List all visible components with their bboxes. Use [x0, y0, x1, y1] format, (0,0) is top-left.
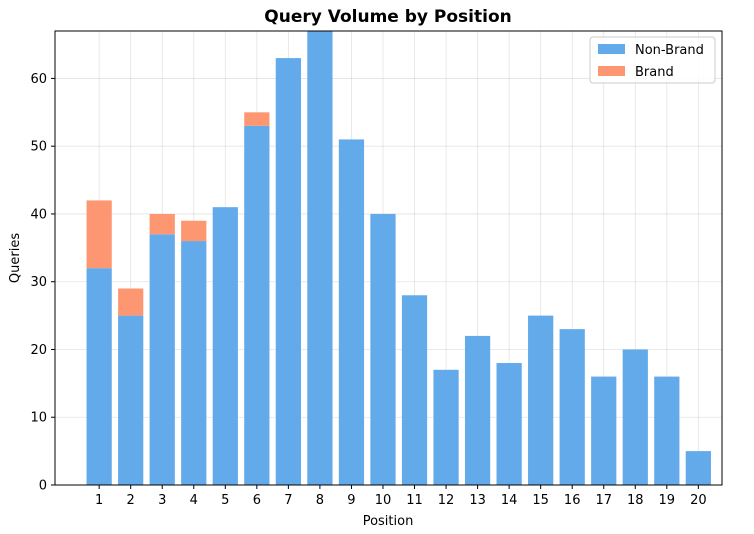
bar-non-brand-pos-6 — [244, 125, 270, 486]
x-tick-label: 9 — [347, 493, 355, 508]
x-tick-label: 6 — [253, 493, 261, 508]
bar-non-brand-pos-19 — [654, 376, 680, 485]
x-tick-label: 20 — [690, 493, 707, 508]
bar-non-brand-pos-3 — [149, 234, 175, 485]
bar-non-brand-pos-17 — [591, 376, 617, 485]
y-tick-label: 60 — [30, 72, 47, 87]
y-tick-label: 30 — [30, 275, 47, 290]
x-tick-label: 18 — [627, 493, 644, 508]
bar-brand-pos-1 — [86, 200, 112, 269]
bar-non-brand-pos-13 — [464, 335, 491, 485]
x-tick-label: 10 — [375, 493, 392, 508]
x-tick-label: 16 — [564, 493, 581, 508]
x-tick-label: 13 — [469, 493, 486, 508]
bar-non-brand-pos-15 — [528, 315, 554, 485]
bar-non-brand-pos-2 — [118, 315, 144, 485]
legend-label-brand: Brand — [635, 65, 674, 80]
x-tick-label: 11 — [406, 493, 423, 508]
y-axis-label: Queries — [8, 233, 23, 283]
bar-non-brand-pos-12 — [433, 369, 459, 485]
y-tick-label: 10 — [30, 411, 47, 426]
x-tick-label: 8 — [316, 493, 324, 508]
x-tick-label: 4 — [190, 493, 198, 508]
x-tick-label: 2 — [127, 493, 135, 508]
x-tick-label: 5 — [221, 493, 229, 508]
bar-non-brand-pos-14 — [496, 363, 522, 485]
x-tick-label: 17 — [595, 493, 612, 508]
bar-non-brand-pos-10 — [370, 213, 396, 485]
x-tick-label: 15 — [532, 493, 549, 508]
bar-brand-pos-3 — [149, 213, 175, 235]
y-tick-label: 40 — [30, 207, 47, 222]
bar-brand-pos-2 — [118, 288, 144, 316]
bar-brand-pos-4 — [181, 220, 207, 242]
bar-non-brand-pos-8 — [307, 31, 333, 485]
bar-non-brand-pos-20 — [685, 451, 711, 485]
x-tick-label: 7 — [284, 493, 292, 508]
bar-non-brand-pos-18 — [622, 349, 648, 485]
legend: Non-Brand Brand — [589, 36, 716, 84]
bar-non-brand-pos-9 — [338, 139, 365, 485]
x-axis-label: Position — [363, 514, 414, 529]
x-tick-label: 1 — [95, 493, 103, 508]
bar-non-brand-pos-4 — [181, 241, 207, 485]
x-tick-label: 14 — [501, 493, 518, 508]
y-tick-label: 20 — [30, 343, 47, 358]
y-tick-label: 50 — [30, 140, 47, 155]
bar-non-brand-pos-7 — [275, 58, 301, 485]
bar-non-brand-pos-11 — [401, 295, 428, 485]
y-tick-label: 0 — [39, 479, 47, 494]
x-tick-label: 19 — [659, 493, 676, 508]
bar-non-brand-pos-5 — [212, 207, 238, 485]
x-tick-label: 3 — [158, 493, 166, 508]
bar-non-brand-pos-16 — [559, 329, 585, 485]
plot-frame — [54, 30, 723, 486]
x-tick-label: 12 — [438, 493, 455, 508]
bar-brand-pos-6 — [244, 112, 270, 126]
bars — [86, 31, 711, 486]
bar-non-brand-pos-1 — [86, 268, 112, 485]
legend-label-non-brand: Non-Brand — [635, 43, 704, 58]
chart-title: Query Volume by Position — [264, 7, 511, 27]
legend-swatch-brand — [598, 66, 625, 76]
legend-swatch-non-brand — [598, 44, 625, 54]
